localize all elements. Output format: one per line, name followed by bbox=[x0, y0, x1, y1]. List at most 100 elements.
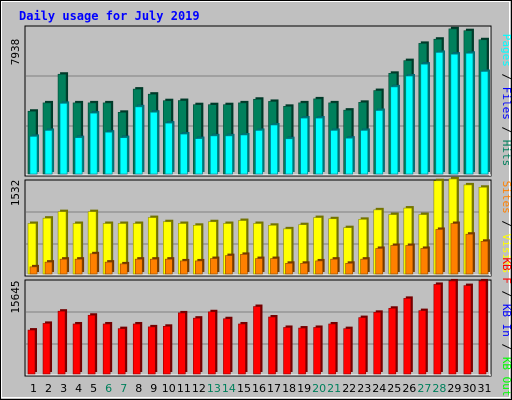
bar-kbytes-day-24 bbox=[373, 312, 382, 375]
bar-sites-day-14 bbox=[225, 255, 233, 275]
x-label-day-9: 9 bbox=[150, 382, 157, 395]
bar-pages-day-1 bbox=[29, 136, 38, 175]
x-label-day-12: 12 bbox=[192, 382, 206, 395]
bar-kbytes-day-28 bbox=[433, 284, 442, 375]
panel-visits-sites bbox=[24, 176, 492, 277]
x-label-day-31: 31 bbox=[477, 382, 491, 395]
bar-kbytes-day-1 bbox=[27, 329, 36, 375]
x-label-day-5: 5 bbox=[90, 382, 97, 395]
bar-pages-day-11 bbox=[180, 133, 188, 175]
bar-sites-day-26 bbox=[405, 245, 414, 275]
x-label-day-30: 30 bbox=[462, 382, 476, 395]
bar-kbytes-day-22 bbox=[343, 328, 351, 375]
x-label-day-28: 28 bbox=[432, 382, 446, 395]
x-label-day-15: 15 bbox=[237, 382, 251, 395]
bar-sites-day-3 bbox=[59, 258, 68, 275]
bar-sites-day-18 bbox=[285, 263, 293, 275]
bar-pages-day-19 bbox=[300, 117, 308, 175]
legend-part-0: Pages bbox=[500, 34, 512, 67]
bar-pages-day-13 bbox=[210, 135, 218, 175]
bar-sites-day-28 bbox=[435, 229, 444, 275]
top-panel-max-label: 7938 bbox=[9, 39, 22, 66]
bar-pages-day-23 bbox=[360, 130, 369, 175]
bar-sites-day-31 bbox=[480, 241, 489, 275]
bar-pages-day-30 bbox=[465, 53, 474, 175]
bar-kbytes-day-10 bbox=[162, 326, 171, 375]
bar-pages-day-27 bbox=[420, 63, 429, 175]
bar-kbytes-day-31 bbox=[478, 280, 487, 375]
x-axis-day-labels: 1 2 3 4 5 6 7 8 9 10 11 12 13 14 15 16 17 18 19 20 21 22 23 24 2… bbox=[30, 382, 491, 395]
middle-panel-max-label: 1532 bbox=[9, 180, 22, 207]
bar-sites-day-21 bbox=[330, 258, 338, 275]
panel-hits-files-pages bbox=[24, 25, 492, 177]
bar-kbytes-day-25 bbox=[388, 307, 397, 375]
x-label-day-3: 3 bbox=[60, 382, 67, 395]
bar-kbytes-day-11 bbox=[178, 312, 186, 375]
bar-sites-day-5 bbox=[89, 253, 98, 275]
bar-sites-day-30 bbox=[465, 233, 474, 275]
legend-part-4: KB Out bbox=[500, 357, 512, 397]
bar-sites-day-6 bbox=[104, 261, 113, 275]
bar-pages-day-25 bbox=[390, 86, 399, 175]
x-label-day-14: 14 bbox=[222, 382, 236, 395]
x-label-day-10: 10 bbox=[162, 382, 176, 395]
x-label-day-21: 21 bbox=[327, 382, 341, 395]
legend-part-0: Sites bbox=[500, 181, 512, 214]
legend-hits-files-pages: Pages / Files / Hits bbox=[500, 34, 512, 167]
legend-part-3: / bbox=[500, 120, 512, 140]
bar-sites-day-13 bbox=[210, 258, 218, 275]
bar-sites-day-9 bbox=[149, 258, 158, 275]
bar-pages-day-26 bbox=[405, 75, 414, 175]
bar-sites-day-11 bbox=[180, 260, 188, 275]
x-label-day-25: 25 bbox=[387, 382, 401, 395]
bar-sites-day-8 bbox=[134, 258, 143, 275]
bar-kbytes-day-27 bbox=[418, 310, 427, 375]
legend-part-2: Files bbox=[500, 87, 512, 120]
x-label-day-22: 22 bbox=[342, 382, 356, 395]
bar-sites-day-17 bbox=[270, 258, 278, 275]
bar-sites-day-2 bbox=[44, 261, 53, 275]
bar-pages-day-4 bbox=[74, 137, 83, 175]
bar-pages-day-15 bbox=[240, 134, 248, 175]
bar-pages-day-2 bbox=[44, 130, 53, 175]
bar-pages-day-5 bbox=[89, 112, 98, 175]
x-label-day-18: 18 bbox=[282, 382, 296, 395]
bar-pages-day-31 bbox=[480, 71, 489, 175]
legend-kbytes: KB F / KB In / KB Out bbox=[500, 257, 512, 396]
bar-kbytes-day-18 bbox=[283, 327, 291, 375]
bar-kbytes-day-6 bbox=[102, 323, 111, 375]
bar-kbytes-day-9 bbox=[147, 326, 156, 375]
bar-kbytes-day-23 bbox=[358, 317, 367, 375]
bar-pages-day-7 bbox=[119, 137, 128, 175]
bar-pages-day-21 bbox=[330, 130, 338, 175]
bar-kbytes-day-26 bbox=[403, 298, 412, 375]
bar-pages-day-9 bbox=[149, 112, 158, 175]
bar-sites-day-22 bbox=[345, 263, 353, 275]
bar-pages-day-17 bbox=[270, 124, 278, 175]
bar-kbytes-day-14 bbox=[223, 318, 231, 375]
bar-sites-day-10 bbox=[164, 258, 173, 275]
bar-pages-day-20 bbox=[315, 117, 323, 175]
bar-sites-day-19 bbox=[300, 263, 308, 275]
bar-pages-day-12 bbox=[195, 138, 203, 175]
bar-sites-day-4 bbox=[74, 258, 83, 275]
bar-kbytes-day-20 bbox=[313, 327, 321, 375]
x-label-day-17: 17 bbox=[267, 382, 281, 395]
bar-sites-day-24 bbox=[375, 248, 384, 275]
bar-sites-day-25 bbox=[390, 245, 399, 275]
x-label-day-4: 4 bbox=[75, 382, 82, 395]
x-label-day-2: 2 bbox=[45, 382, 52, 395]
x-label-day-19: 19 bbox=[297, 382, 311, 395]
panel-kbytes bbox=[24, 278, 492, 377]
x-label-day-24: 24 bbox=[372, 382, 386, 395]
bar-pages-day-16 bbox=[255, 130, 263, 175]
bar-kbytes-day-13 bbox=[208, 311, 216, 375]
x-label-day-26: 26 bbox=[402, 382, 416, 395]
bar-kbytes-day-21 bbox=[328, 323, 336, 375]
bar-sites-day-27 bbox=[420, 248, 429, 275]
x-label-day-8: 8 bbox=[135, 382, 142, 395]
bar-kbytes-day-3 bbox=[57, 310, 66, 375]
bar-sites-day-20 bbox=[315, 260, 323, 275]
bar-pages-day-29 bbox=[450, 53, 459, 175]
x-label-day-7: 7 bbox=[120, 382, 127, 395]
